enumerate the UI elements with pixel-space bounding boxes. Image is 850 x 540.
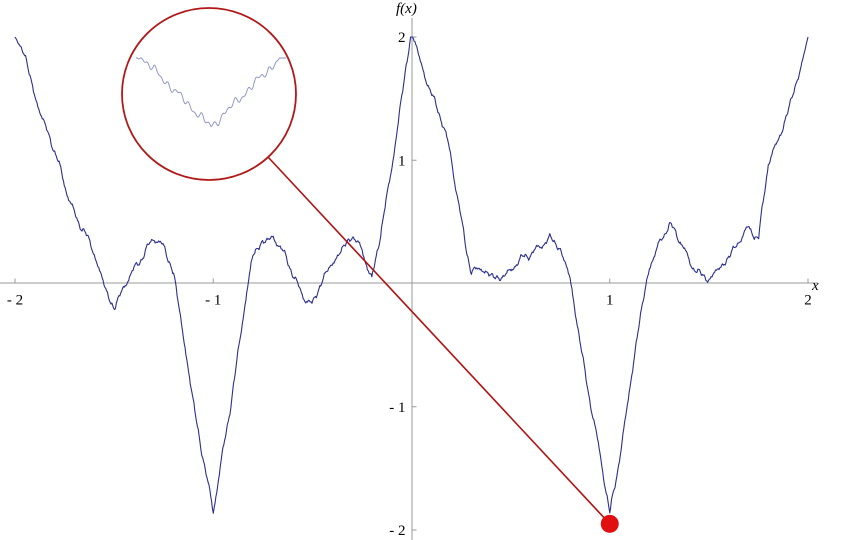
y-tick-label: - 1 bbox=[389, 400, 405, 416]
y-tick-label: - 2 bbox=[389, 523, 405, 539]
x-axis-label: x bbox=[811, 278, 819, 294]
x-tick-label: - 2 bbox=[7, 293, 23, 309]
y-axis-label: f(x) bbox=[396, 1, 417, 17]
axis-ticks: - 2 - 1 1 2 2 1 - 1 - 2 bbox=[7, 30, 812, 539]
function-curve bbox=[14, 36, 809, 514]
x-tick-label: - 1 bbox=[205, 293, 221, 309]
y-tick-label: 2 bbox=[398, 30, 406, 46]
magnifier bbox=[121, 7, 611, 525]
magnifier-circle bbox=[121, 7, 297, 181]
magnified-inset-curve bbox=[136, 57, 286, 128]
highlighted-point bbox=[600, 514, 619, 533]
x-tick-label: 1 bbox=[606, 293, 614, 309]
magnifier-connector-line bbox=[267, 156, 611, 525]
x-tick-label: 2 bbox=[804, 293, 812, 309]
axes bbox=[0, 18, 818, 540]
y-tick-label: 1 bbox=[398, 153, 406, 169]
